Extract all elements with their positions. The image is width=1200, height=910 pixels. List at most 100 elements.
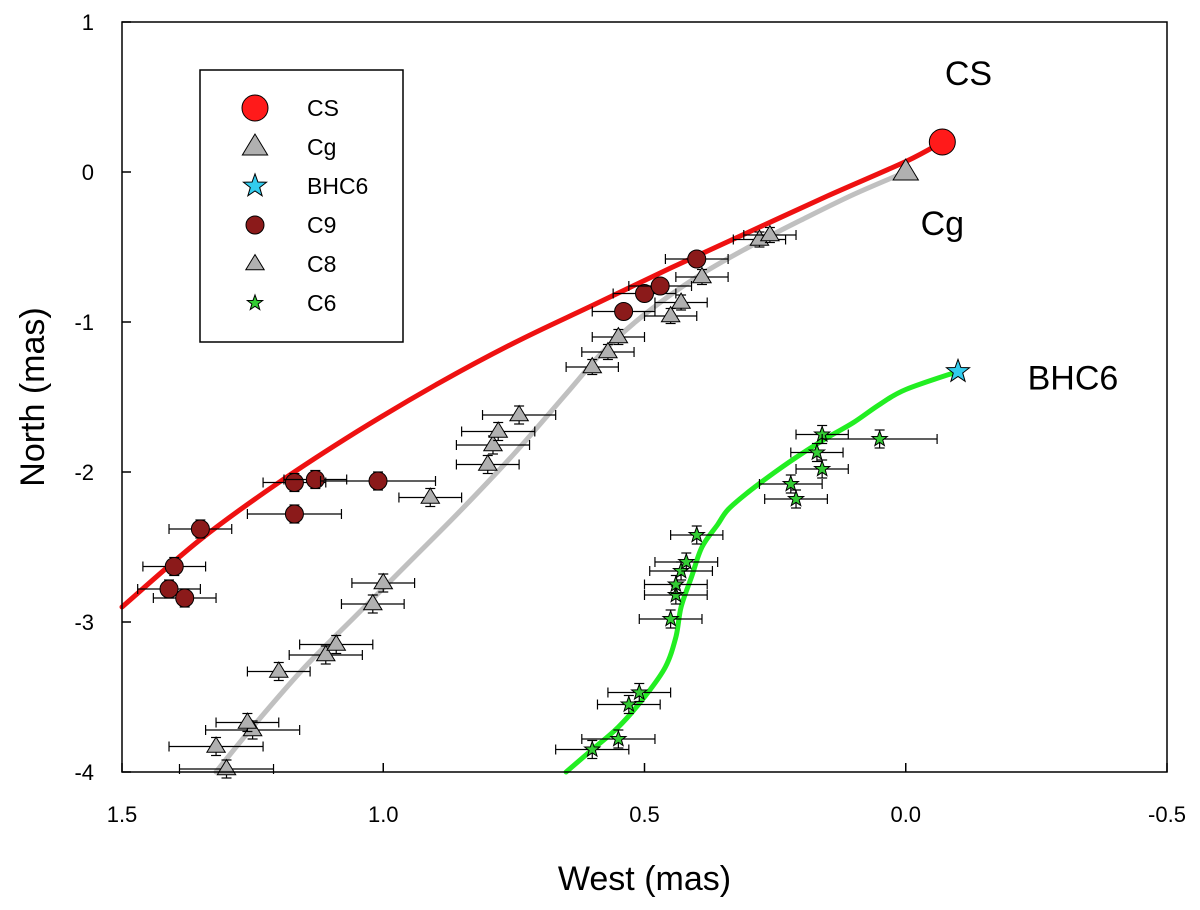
C9-point (168, 519, 233, 539)
C6-marker (630, 682, 649, 701)
C6-marker (687, 525, 706, 543)
C9-point (319, 471, 437, 491)
C8-point (168, 736, 264, 757)
C9-point (137, 579, 201, 599)
core-markers (892, 128, 971, 383)
C9-marker (175, 588, 195, 608)
C6-marker (583, 739, 602, 758)
C6-point (649, 561, 714, 581)
cs-fit-curve (119, 139, 945, 610)
C6-point (790, 442, 844, 463)
C6-point (670, 525, 724, 545)
C9-point (152, 588, 217, 608)
C6-marker (781, 474, 800, 492)
C6-point (596, 694, 661, 715)
C9-marker (159, 579, 179, 599)
C6-point (643, 585, 708, 605)
C8-point (215, 712, 280, 733)
C8-marker (691, 266, 713, 284)
C9-marker (164, 557, 184, 576)
C9-point (246, 504, 343, 524)
C8-point (340, 593, 405, 614)
C6-marker (813, 459, 832, 477)
C8-marker (608, 326, 629, 344)
legend-marker-bhc6 (242, 172, 268, 198)
C8-marker (670, 292, 692, 309)
annotation-cs: CS (945, 55, 992, 93)
C8-point (455, 454, 520, 475)
x-tick-label: 1.5 (107, 802, 138, 827)
C9-marker (368, 471, 388, 491)
C8-marker (373, 572, 394, 590)
C6-marker (807, 442, 827, 461)
C8-marker (509, 404, 530, 422)
axes: 1.5 1.0 0.5 0.0 -0.5 1 0 -1 -2 -3 -4 (74, 10, 1186, 827)
CS-core-marker (928, 128, 956, 156)
C8-point (481, 404, 557, 425)
annotation-bhc6: BHC6 (1028, 360, 1119, 398)
legend-item-bhc6: BHC6 (242, 172, 368, 199)
C8-point (732, 229, 787, 248)
C8-marker (477, 454, 498, 471)
C9-point (262, 472, 327, 493)
C6-marker (661, 609, 680, 627)
C9-marker (635, 284, 654, 303)
C9-marker (284, 504, 304, 524)
C6-point (555, 739, 630, 760)
C9-marker (687, 249, 707, 269)
y-tick-label: -3 (74, 610, 94, 635)
legend-marker-c6 (245, 293, 265, 311)
C6-marker (609, 729, 628, 747)
C6-marker (870, 429, 889, 447)
C9-marker (284, 473, 304, 492)
C8-point (351, 572, 416, 593)
C8-marker (216, 758, 237, 776)
C8-marker (268, 661, 289, 678)
data-points (137, 224, 938, 779)
BHC6-core-marker (945, 357, 971, 383)
C8-point (591, 326, 646, 346)
C9-point (283, 469, 348, 490)
x-axis-label: West (mas) (558, 860, 731, 898)
legend-item-cg: Cg (241, 133, 336, 160)
C8-marker (326, 634, 347, 651)
C8-point (299, 634, 374, 655)
x-tick-label: 1.0 (368, 802, 399, 827)
y-tick-label: -4 (74, 760, 94, 785)
C8-point (581, 341, 635, 361)
y-tick-label: 1 (82, 10, 94, 35)
C8-marker (597, 341, 619, 359)
x-tick-label: 0.0 (890, 802, 921, 827)
C6-marker (666, 574, 685, 593)
C8-point (565, 356, 619, 376)
C6-point (654, 552, 719, 572)
C8-marker (759, 224, 780, 242)
y-tick-label: -2 (74, 460, 94, 485)
C8-marker (315, 644, 336, 662)
C8-point (398, 487, 463, 508)
C8-marker (488, 421, 509, 438)
C8-point (288, 644, 363, 665)
C8-marker (420, 487, 441, 504)
fit-curves (119, 139, 961, 775)
C6-point (821, 429, 938, 449)
legend-item-cs: CS (241, 94, 339, 122)
legend-box (199, 69, 404, 343)
C8-point (654, 292, 708, 311)
C9-marker (190, 519, 210, 539)
C9-point (612, 284, 677, 303)
legend-label: CS (307, 95, 339, 121)
C8-point (461, 421, 536, 442)
C8-point (675, 266, 729, 286)
y-tick-label: 0 (82, 160, 94, 185)
legend-item-c9: C9 (245, 212, 336, 238)
C8-point (178, 758, 275, 779)
C9-marker (305, 470, 325, 489)
C6-marker (786, 489, 806, 507)
legend-marker-c8 (244, 253, 266, 271)
C6-point (581, 729, 656, 749)
C8-marker (237, 712, 258, 729)
legend-marker-c9 (245, 215, 265, 235)
C6-point (764, 489, 828, 509)
